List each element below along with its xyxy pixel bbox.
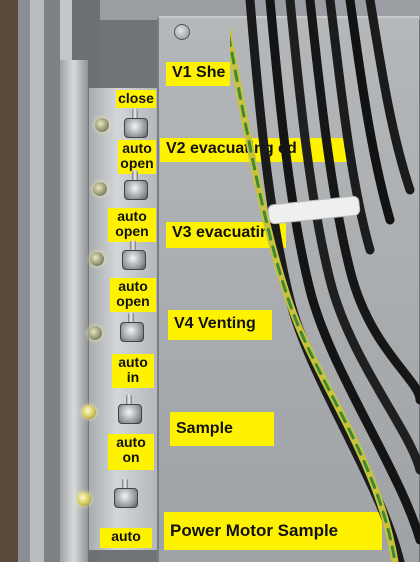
panel-label-v1: V1 She [166, 62, 230, 86]
indicator-led-icon [88, 326, 102, 340]
switch-label-5: auto on [108, 434, 154, 470]
panel-label-v2: V2 evacuating ed [160, 138, 352, 162]
din-rail [60, 60, 88, 562]
switch-label-close: close [116, 90, 156, 108]
indicator-led-icon [93, 182, 107, 196]
switch-label-6: auto [100, 528, 152, 548]
panel-label-v3: V3 evacuating [166, 222, 286, 248]
panel-label-v4: V4 Venting [168, 310, 272, 340]
switch-label-4: auto in [112, 354, 154, 388]
switch-label-2: auto open [108, 208, 156, 242]
indicator-led-icon [77, 492, 91, 506]
toggle-switch-icon [122, 240, 146, 278]
toggle-switch-icon [118, 394, 142, 432]
toggle-switch-icon [120, 312, 144, 350]
switch-label-3: auto open [110, 278, 156, 312]
toggle-switch-icon [124, 170, 148, 208]
screw-icon [174, 24, 190, 40]
panel-label-power-motor: Power Motor Sample [164, 512, 382, 550]
control-panel [157, 16, 419, 562]
indicator-led-icon [90, 252, 104, 266]
toggle-switch-icon [124, 108, 148, 146]
switch-label-1: auto open [118, 140, 156, 174]
indicator-led-icon [95, 118, 109, 132]
panel-label-sample: Sample [170, 412, 274, 446]
indicator-led-icon [82, 405, 96, 419]
toggle-switch-icon [114, 478, 138, 516]
